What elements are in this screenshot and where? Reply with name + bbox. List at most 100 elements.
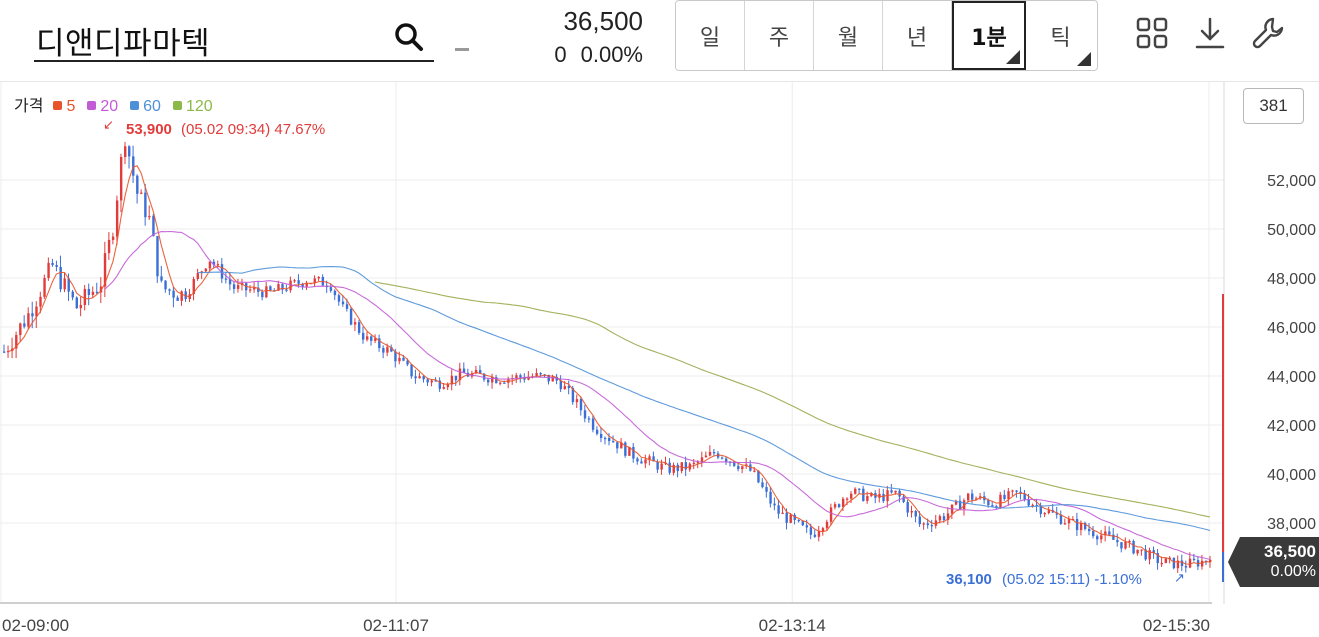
candle-body xyxy=(59,266,62,290)
candle-body xyxy=(1023,493,1026,500)
search-icon[interactable] xyxy=(394,22,424,52)
legend-item[interactable]: 20 xyxy=(87,98,118,115)
candle-body xyxy=(27,313,30,327)
candle-body xyxy=(1083,522,1087,530)
candle-body xyxy=(1176,560,1180,569)
candle-body xyxy=(51,262,54,265)
candle-body xyxy=(1059,514,1063,524)
x-tick-label: 02-13:14 xyxy=(759,616,826,635)
candle-body xyxy=(591,418,595,430)
candle-body xyxy=(1112,534,1115,540)
candle-body xyxy=(862,488,865,501)
candle-body xyxy=(1047,510,1051,514)
last-price-rate: 0.00% xyxy=(1271,563,1316,580)
candle-body xyxy=(583,410,587,419)
period-button-5[interactable]: 틱 xyxy=(1026,1,1095,70)
candle-body xyxy=(1180,560,1184,567)
candle-body xyxy=(708,451,712,456)
change-amount: 0 xyxy=(554,42,567,67)
candle-body xyxy=(398,357,401,362)
high-meta-annotation: (05.02 09:34) 47.67% xyxy=(181,121,325,138)
separator-dash xyxy=(455,48,469,51)
candle-body xyxy=(503,382,506,384)
candle-body xyxy=(454,375,458,381)
candle-body xyxy=(172,290,175,298)
x-tick-label: 02-15:30 xyxy=(1143,616,1210,635)
candle-body xyxy=(75,297,79,309)
candle-body xyxy=(684,462,688,470)
candle-body xyxy=(712,451,716,454)
candle-body xyxy=(353,322,357,325)
candle-body xyxy=(19,323,22,336)
candle-body xyxy=(724,458,728,462)
candle-body xyxy=(809,527,813,535)
x-tick-label: 02-09:00 xyxy=(2,616,69,635)
candle-body xyxy=(95,291,99,294)
legend-item[interactable]: 5 xyxy=(53,98,75,115)
candle-body xyxy=(676,464,679,472)
candle-body xyxy=(668,462,671,473)
candle-body xyxy=(845,498,849,500)
candle-body xyxy=(910,510,913,513)
y-tick-label: 42,000 xyxy=(1267,418,1316,435)
candle-body xyxy=(652,456,655,462)
period-button-2[interactable]: 월 xyxy=(814,1,883,70)
high-price-annotation: 53,900 xyxy=(126,121,172,138)
chart-canvas[interactable]: 52,000 50,000 48,000 46,000 44,000 42,000 40,0… xyxy=(0,82,1319,637)
candle-body xyxy=(374,338,377,341)
candle-body xyxy=(220,264,224,279)
stock-search-box[interactable]: 디앤디파마텍 xyxy=(34,8,434,62)
wrench-icon[interactable] xyxy=(1251,16,1285,50)
volume-badge[interactable]: 381 xyxy=(1243,88,1304,124)
candle-body xyxy=(192,279,195,295)
candle-body xyxy=(587,418,591,420)
price-chart[interactable]: 52,000 50,000 48,000 46,000 44,000 42,000 40,0… xyxy=(0,82,1319,637)
candle-body xyxy=(442,387,446,389)
download-icon[interactable] xyxy=(1193,16,1227,50)
candle-body xyxy=(1011,490,1014,492)
candle-body xyxy=(390,347,393,352)
candle-body xyxy=(301,283,304,287)
candle-body xyxy=(962,500,966,510)
legend-item[interactable]: 60 xyxy=(130,98,161,115)
period-button-3[interactable]: 년 xyxy=(883,1,952,70)
candle-body xyxy=(769,491,772,504)
candle-body xyxy=(422,376,425,380)
candle-body xyxy=(236,284,240,289)
grid-layout-icon[interactable] xyxy=(1135,16,1169,50)
stock-name[interactable]: 디앤디파마텍 xyxy=(36,26,211,62)
candle-body xyxy=(249,289,252,291)
candle-body xyxy=(966,493,970,501)
period-button-1[interactable]: 주 xyxy=(745,1,814,70)
legend-item[interactable]: 120 xyxy=(172,98,213,115)
candle-body xyxy=(995,506,998,508)
candle-body xyxy=(438,380,442,389)
candle-body xyxy=(1096,536,1099,540)
candle-body xyxy=(894,490,897,493)
candle-body xyxy=(1128,540,1131,543)
period-button-4[interactable]: 1분 xyxy=(952,1,1026,70)
low-arrow-icon: ↗ xyxy=(1174,570,1185,585)
period-label: 월 xyxy=(837,25,859,51)
candle-body xyxy=(128,146,131,157)
candle-body xyxy=(119,156,123,201)
candle-body xyxy=(1188,558,1192,568)
period-button-0[interactable]: 일 xyxy=(676,1,745,70)
candle-body xyxy=(765,487,768,492)
candle-body xyxy=(253,287,256,290)
candle-body xyxy=(83,288,87,305)
candle-body xyxy=(898,490,901,497)
candle-body xyxy=(991,505,994,507)
candle-body xyxy=(1124,541,1127,549)
candle-body xyxy=(180,291,183,301)
candle-body xyxy=(168,289,171,291)
y-tick-label: 52,000 xyxy=(1267,173,1316,190)
candle-body xyxy=(418,376,421,379)
candle-body xyxy=(632,446,635,459)
candle-body xyxy=(370,336,373,341)
candle-body xyxy=(1100,535,1103,540)
candle-body xyxy=(559,380,563,390)
candle-body xyxy=(1192,558,1196,561)
legend-label: 120 xyxy=(185,98,213,115)
candle-body xyxy=(495,377,498,384)
